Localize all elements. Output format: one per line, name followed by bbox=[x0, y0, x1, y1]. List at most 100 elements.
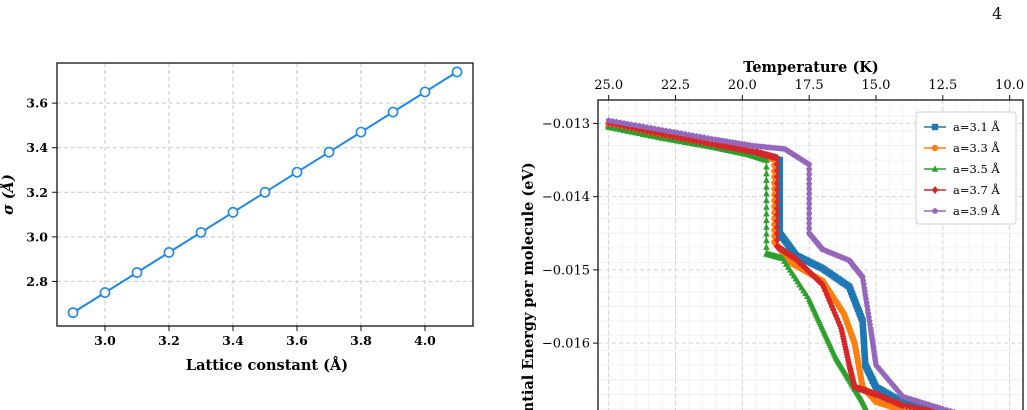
data-point bbox=[806, 215, 813, 222]
legend-label: a=3.3 Å bbox=[953, 141, 1000, 155]
data-point bbox=[815, 276, 822, 285]
data-point bbox=[776, 162, 783, 169]
data-point bbox=[689, 136, 696, 145]
data-point bbox=[773, 160, 781, 169]
data-point bbox=[355, 126, 367, 138]
data-point bbox=[806, 225, 813, 231]
data-point bbox=[773, 185, 781, 194]
data-point bbox=[802, 264, 809, 273]
data-point bbox=[763, 169, 770, 177]
data-point bbox=[834, 315, 841, 324]
data-point bbox=[864, 303, 871, 310]
data-point bbox=[859, 274, 866, 280]
legend-label: a=3.9 Å bbox=[953, 204, 1000, 218]
data-point bbox=[658, 130, 666, 139]
page-number: 4 bbox=[992, 4, 1003, 23]
data-point bbox=[776, 182, 783, 190]
data-point bbox=[776, 188, 783, 195]
data-point bbox=[697, 137, 704, 146]
data-point bbox=[746, 146, 754, 155]
data-point bbox=[776, 172, 783, 179]
x-tick-label: 3.0 bbox=[94, 333, 116, 348]
data-point bbox=[624, 122, 631, 131]
data-point bbox=[776, 209, 783, 216]
grid-left bbox=[57, 63, 473, 326]
legend-entry: a=3.7 Å bbox=[924, 183, 1000, 197]
data-point bbox=[685, 135, 693, 144]
data-point bbox=[291, 166, 303, 178]
y-tick-label: 3.0 bbox=[26, 229, 48, 244]
data-point bbox=[643, 127, 651, 136]
data-point bbox=[674, 133, 681, 142]
data-point bbox=[773, 191, 781, 200]
data-point bbox=[806, 171, 813, 177]
legend-box bbox=[915, 111, 1017, 225]
data-point bbox=[865, 314, 872, 321]
data-point bbox=[824, 293, 832, 302]
data-point bbox=[807, 269, 815, 278]
data-point bbox=[773, 198, 781, 207]
x-tick-label: 10.0 bbox=[995, 78, 1024, 93]
data-point bbox=[822, 286, 829, 295]
data-point bbox=[259, 186, 271, 198]
data-point bbox=[419, 86, 431, 98]
data-point bbox=[693, 137, 700, 146]
data-point bbox=[67, 307, 79, 319]
x-tick-label: 3.8 bbox=[350, 333, 372, 348]
y-tick-label: −0.013 bbox=[542, 117, 590, 132]
data-point bbox=[806, 210, 813, 217]
legend-marker bbox=[931, 207, 939, 214]
data-point bbox=[863, 295, 870, 302]
data-point bbox=[922, 405, 929, 410]
data-point bbox=[863, 299, 870, 306]
series-5 bbox=[605, 117, 956, 410]
legend-entry: a=3.5 Å bbox=[924, 162, 1000, 176]
data-point bbox=[195, 226, 207, 238]
x-tick-label: 3.6 bbox=[286, 333, 308, 348]
legend-marker bbox=[931, 123, 939, 131]
data-point bbox=[806, 195, 813, 202]
x-axis-label: Lattice constant (Å) bbox=[186, 356, 348, 374]
series-group bbox=[605, 117, 956, 410]
y-tick-label: −0.014 bbox=[542, 190, 590, 205]
data-point bbox=[678, 134, 685, 143]
data-point bbox=[796, 258, 803, 267]
legend-label: a=3.7 Å bbox=[953, 183, 1000, 197]
data-point bbox=[861, 288, 868, 295]
data-point bbox=[773, 153, 781, 162]
data-point bbox=[866, 317, 873, 324]
data-point bbox=[805, 267, 813, 276]
data-point bbox=[773, 210, 781, 219]
data-point bbox=[163, 247, 175, 258]
data-point bbox=[943, 406, 950, 410]
data-point bbox=[773, 229, 781, 238]
data-point bbox=[773, 179, 781, 188]
data-point bbox=[763, 203, 770, 210]
data-point bbox=[773, 223, 781, 232]
data-point bbox=[860, 277, 867, 284]
data-point bbox=[721, 142, 728, 151]
data-point bbox=[827, 299, 834, 308]
legend-marker bbox=[931, 144, 939, 152]
y-tick-label: −0.016 bbox=[542, 337, 590, 352]
data-point bbox=[743, 146, 751, 155]
x-tick-label: 17.5 bbox=[795, 78, 824, 93]
y-tick-label: 3.4 bbox=[26, 140, 48, 155]
data-point bbox=[861, 284, 868, 291]
data-point bbox=[800, 262, 807, 271]
legend-entry: a=3.1 Å bbox=[924, 120, 1000, 134]
data-point bbox=[865, 310, 872, 317]
data-point bbox=[763, 243, 770, 250]
x-tick-label: 15.0 bbox=[862, 78, 891, 93]
data-point bbox=[763, 176, 770, 183]
x-tick-label: 4.0 bbox=[414, 333, 436, 348]
data-point bbox=[636, 125, 643, 134]
data-point bbox=[763, 236, 770, 244]
data-point bbox=[776, 214, 783, 221]
y-tick-label: 2.8 bbox=[26, 274, 48, 289]
data-point bbox=[323, 146, 335, 158]
data-point bbox=[811, 273, 819, 282]
data-point bbox=[773, 236, 781, 245]
legend-label: a=3.1 Å bbox=[953, 120, 1000, 134]
series-sigma bbox=[67, 66, 463, 319]
